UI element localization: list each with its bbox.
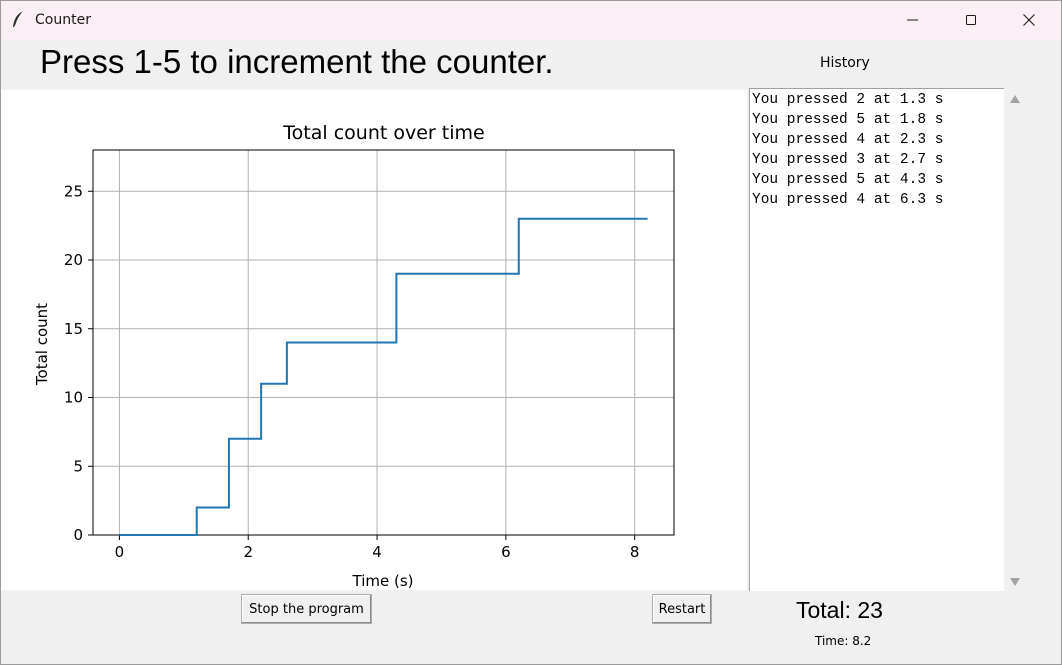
- total-count-display: Total: 23: [796, 597, 883, 623]
- history-line: You pressed 5 at 1.8 s: [752, 112, 944, 128]
- history-line: You pressed 4 at 2.3 s: [752, 132, 944, 148]
- restart-button[interactable]: Restart: [652, 594, 712, 624]
- x-tick-label: 4: [372, 543, 382, 561]
- chart-canvas: 0 2 4 6 8 0 5 10 15 20 25 Total count over time Ti…: [1, 90, 747, 590]
- stop-program-button[interactable]: Stop the program: [241, 594, 372, 624]
- close-icon: [1023, 14, 1035, 26]
- x-tick-label: 8: [630, 543, 640, 561]
- minimize-icon: [907, 19, 918, 21]
- window-title: Counter: [35, 12, 91, 28]
- history-line: You pressed 5 at 4.3 s: [752, 172, 944, 188]
- title-bar[interactable]: Counter: [1, 1, 1061, 40]
- scroll-up-icon[interactable]: [1010, 95, 1020, 103]
- total-count-chart: 0 2 4 6 8 0 5 10 15 20 25 Total count over time Ti…: [33, 122, 675, 590]
- x-tick-label: 6: [501, 543, 511, 561]
- scroll-down-icon[interactable]: [1010, 578, 1020, 586]
- history-scrollbar[interactable]: [1005, 89, 1025, 590]
- elapsed-time-display: Time: 8.2: [815, 634, 872, 648]
- history-line: You pressed 2 at 1.3 s: [752, 92, 944, 108]
- plot-frame: [92, 149, 675, 536]
- history-line: You pressed 4 at 6.3 s: [752, 192, 944, 208]
- x-tick-label: 2: [243, 543, 253, 561]
- minimize-button[interactable]: [885, 1, 943, 40]
- y-tick-label: 0: [73, 526, 83, 544]
- close-button[interactable]: [1001, 1, 1059, 40]
- maximize-icon: [966, 15, 976, 25]
- history-label: History: [820, 55, 870, 71]
- y-axis-label: Total count: [33, 303, 51, 386]
- series-line: [119, 217, 648, 536]
- feather-icon: [10, 10, 26, 30]
- chart-title: Total count over time: [282, 122, 484, 144]
- maximize-button[interactable]: [943, 1, 1001, 40]
- history-line: You pressed 3 at 2.7 s: [752, 152, 944, 168]
- y-tick-label: 10: [64, 389, 83, 407]
- y-tick-label: 15: [64, 320, 83, 338]
- instruction-heading: Press 1-5 to increment the counter.: [40, 43, 554, 80]
- history-text-area[interactable]: You pressed 2 at 1.3 s You pressed 5 at 1…: [749, 88, 1004, 591]
- y-tick-label: 20: [64, 251, 83, 269]
- x-axis-label: Time (s): [352, 572, 414, 590]
- y-tick-label: 5: [73, 457, 83, 475]
- y-tick-label: 25: [64, 182, 83, 200]
- x-tick-label: 0: [115, 543, 125, 561]
